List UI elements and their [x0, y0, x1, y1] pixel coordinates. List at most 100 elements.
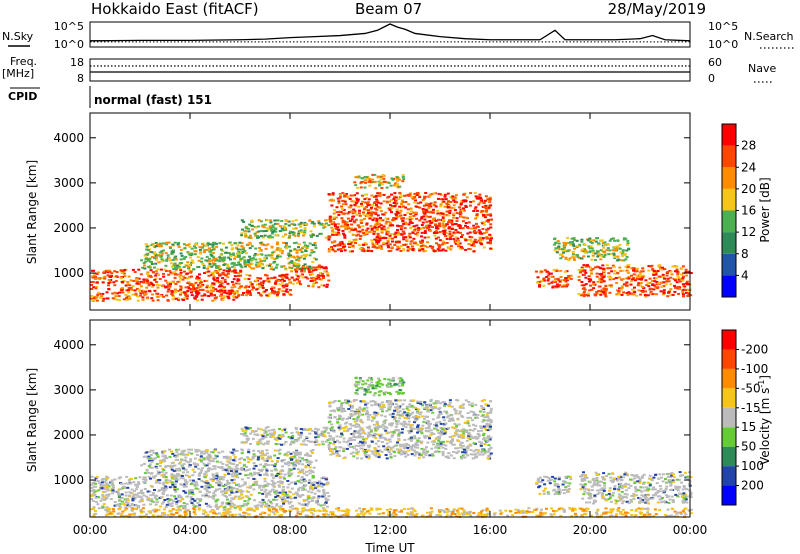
velocity-colorbar: 200 100 50 15 -15 -50 -100 -200 Velocity [m s-1…: [721, 329, 772, 506]
power-colorbar-swatch-5: [722, 167, 736, 189]
freq-label: Freq.: [10, 55, 37, 68]
cpid-mode-label: normal (fast) 151: [94, 93, 212, 107]
velocity-colorbar-swatch-2: [722, 446, 736, 467]
power-panel: 1000 2000 3000 4000 Slant Range [km]: [25, 112, 693, 311]
power-region-6: [353, 173, 406, 190]
power-heatmap: [90, 173, 693, 302]
power-region-0: [90, 268, 243, 302]
nsearch-label: N.Search: [744, 30, 794, 43]
velocity-y-tick-3000: 3000: [53, 383, 84, 397]
power-region-3: [140, 241, 318, 271]
velocity-colorbar-swatch-8: [722, 330, 736, 350]
power-y-tick-3000: 3000: [53, 176, 84, 190]
velocity-colorbar-label: Velocity [m s-1]: [757, 375, 772, 465]
power-region-4: [240, 219, 331, 239]
power-y-tick-4000: 4000: [53, 131, 84, 145]
velocity-region-6: [579, 471, 693, 505]
time-tick-1: 04:00: [173, 523, 208, 537]
nsky-label: N.Sky: [2, 30, 34, 43]
cpid-label: CPID: [8, 90, 37, 103]
power-colorbar-swatch-2: [722, 232, 736, 254]
velocity-y-axis: 1000 2000 3000 4000: [53, 338, 690, 487]
velocity-x-axis: 00:00 04:00 08:00 12:00 16:00 20:00 00:00: [73, 320, 708, 537]
power-x-ticks: [89, 113, 691, 310]
power-colorbar-tick-6: 28: [741, 139, 756, 153]
cpid-panel: CPID normal (fast) 151: [8, 86, 212, 108]
velocity-colorbar-swatch-6: [722, 368, 736, 389]
date-title: 28/May/2019: [608, 0, 706, 18]
time-axis-label: Time UT: [364, 541, 415, 554]
noise-right-tick-top: 10^5: [708, 20, 738, 33]
time-tick-5: 20:00: [573, 523, 608, 537]
velocity-colorbar-tick-7: -200: [741, 342, 768, 356]
noise-series: [89, 23, 691, 43]
velocity-region-5: [535, 475, 573, 496]
mhz-label: [MHz]: [2, 67, 34, 80]
power-region-1: [240, 273, 293, 298]
velocity-colorbar-swatch-1: [722, 466, 736, 486]
noise-right-tick-bottom: 10^0: [708, 38, 738, 51]
velocity-colorbar-swatch-0: [722, 485, 736, 505]
power-region-5: [327, 191, 493, 253]
power-colorbar-tick-1: 8: [741, 247, 749, 261]
nsky-series-line: [89, 23, 691, 42]
velocity-colorbar-tick-0: 200: [741, 479, 764, 493]
station-title: Hokkaido East (fitACF): [91, 0, 259, 18]
beam-title: Beam 07: [355, 0, 422, 18]
time-tick-0: 00:00: [73, 523, 108, 537]
frequency-panel: Freq. [MHz] 18 8 60 0 Nave: [2, 55, 776, 85]
velocity-heatmap: [90, 376, 693, 519]
velocity-colorbar-swatch-3: [722, 427, 736, 447]
freq-left-tick-bottom: 8: [77, 72, 84, 85]
power-colorbar-swatch-1: [722, 253, 736, 276]
power-colorbar: 4 8 12 16 20 24 28 Power [dB]: [721, 123, 772, 298]
freq-left-tick-top: 18: [70, 56, 84, 69]
power-y-axis: 1000 2000 3000 4000: [53, 131, 690, 280]
velocity-region-3: [327, 398, 493, 460]
noise-left-tick-top: 10^5: [54, 20, 84, 33]
power-colorbar-swatch-6: [722, 145, 736, 168]
velocity-colorbar-tick-2: 50: [741, 440, 756, 454]
power-colorbar-swatch-4: [722, 188, 736, 211]
velocity-ylabel: Slant Range [km]: [25, 368, 39, 472]
power-colorbar-label: Power [dB]: [758, 177, 772, 242]
velocity-colorbar-tick-6: -100: [741, 362, 768, 376]
velocity-y-tick-4000: 4000: [53, 338, 84, 352]
power-colorbar-swatch-3: [722, 210, 736, 233]
power-region-8: [577, 264, 693, 298]
power-y-tick-2000: 2000: [53, 221, 84, 235]
velocity-colorbar-swatch-7: [722, 349, 736, 369]
velocity-region-2: [240, 426, 331, 446]
power-colorbar-tick-3: 16: [741, 204, 756, 218]
power-y-tick-1000: 1000: [53, 266, 84, 280]
noise-panel: N.Sky 10^5 10^0 10^5 10^0 N.Search: [2, 20, 794, 51]
velocity-y-tick-1000: 1000: [53, 473, 84, 487]
velocity-region-4: [353, 376, 406, 397]
power-region-7: [535, 268, 573, 289]
velocity-colorbar-tick-3: 15: [741, 420, 756, 434]
power-colorbar-swatch-0: [722, 275, 736, 297]
velocity-region-0: [90, 475, 331, 509]
velocity-colorbar-tick-5: -50: [741, 381, 761, 395]
power-colorbar-tick-5: 24: [741, 160, 756, 174]
power-region-9: [553, 237, 631, 262]
noise-left-tick-bottom: 10^0: [54, 38, 84, 51]
power-colorbar-tick-0: 4: [741, 268, 749, 282]
power-ylabel: Slant Range [km]: [25, 160, 39, 264]
freq-right-tick-bottom: 0: [708, 72, 715, 85]
time-tick-4: 16:00: [473, 523, 508, 537]
time-tick-2: 08:00: [273, 523, 308, 537]
time-tick-3: 12:00: [373, 523, 408, 537]
time-tick-6: 00:00: [673, 523, 708, 537]
velocity-y-tick-2000: 2000: [53, 428, 84, 442]
freq-right-tick-top: 60: [708, 56, 722, 69]
velocity-colorbar-swatch-4: [722, 407, 736, 428]
power-colorbar-swatch-7: [722, 124, 736, 146]
power-colorbar-tick-4: 20: [741, 182, 756, 196]
nave-label: Nave: [748, 62, 776, 75]
velocity-region-1: [140, 448, 318, 478]
velocity-colorbar-tick-4: -15: [741, 401, 761, 415]
velocity-colorbar-swatch-5: [722, 388, 736, 408]
